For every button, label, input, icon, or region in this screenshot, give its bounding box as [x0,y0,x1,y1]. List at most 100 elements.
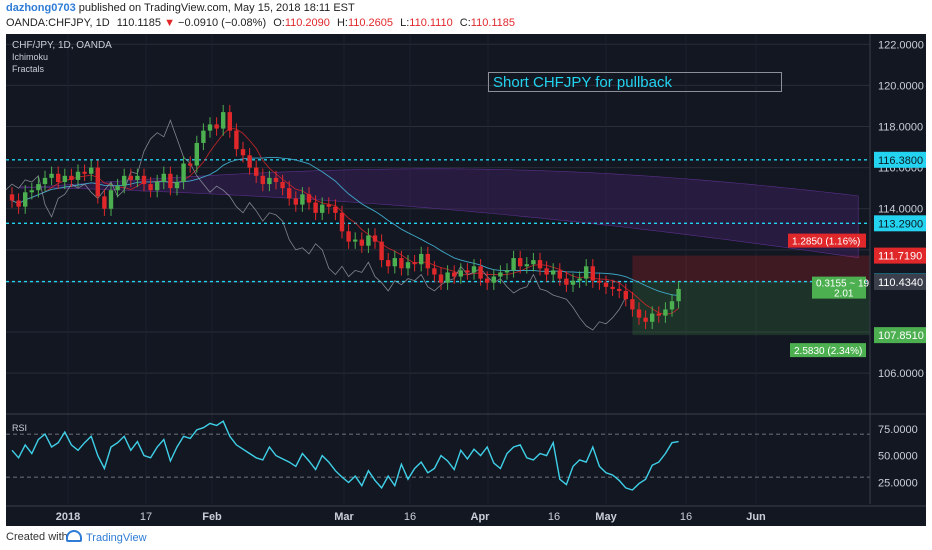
candle-body [577,278,582,281]
candle-body [306,194,312,203]
candle-body [518,258,523,267]
price-chart[interactable]: 75.0000 50.0000 25.0000 122.0000 120.0000 118… [6,34,926,526]
risk-label: 1.2850 (1.16%) [792,237,860,248]
candle-body [234,130,239,150]
rsi-pane [6,413,926,491]
price-tick-label: 120.0000 [878,80,924,92]
candle-body [135,175,140,180]
candle-body [320,204,325,213]
candle-body [62,175,67,182]
candle-body [108,190,114,209]
price-tick-label: 114.0000 [878,204,923,216]
candle-body [128,175,133,180]
candle-body [300,194,305,205]
ratio-label-a: 0.3155 ~ 19 [816,279,870,290]
badge-target: 107.8510 [878,330,924,342]
publication-line: dazhong0703 published on TradingView.com… [6,2,355,14]
symbol-line: OANDA:CHFJPY, 1D [6,17,110,29]
candle-body [656,313,661,316]
candle-body [419,253,424,265]
candle-body [432,268,437,275]
high-value: 110.2605 [347,17,394,29]
close-label: C: [459,17,471,29]
candle-body [630,299,635,310]
rsi-tick-label: 50.0000 [878,451,918,463]
candle-body [643,317,648,322]
candle-body [339,212,345,232]
reward-label-bg [790,343,866,358]
open-label: O: [273,17,285,29]
candle-body [465,270,470,273]
legend-ichimoku[interactable]: Ichimoku [12,52,48,62]
candle-body [597,280,602,283]
candle-body [201,130,206,143]
candle-body [663,309,668,316]
author-link[interactable]: dazhong0703 [6,2,76,14]
annotation-box[interactable]: Short CHFJPY for pullback [488,72,782,92]
time-tick-label: 17 [140,511,152,523]
chikou-line [6,119,627,331]
footer: Created with TradingView [0,526,932,550]
time-tick-label: 16 [404,511,416,523]
candle-body [260,175,265,185]
time-tick-label: Jun [746,511,766,523]
candle-body [458,270,463,277]
candle-body [168,173,173,189]
candle-body [537,260,543,269]
candle-body [287,188,292,199]
candle-body [623,290,628,300]
candle-body [293,198,298,205]
time-tick-label: 2018 [56,511,80,523]
tradingview-icon [66,530,82,542]
tenkan-line [11,127,679,316]
candle-body [366,235,371,246]
badge-stop: 111.7190 [878,251,922,263]
rsi-line [11,420,679,491]
price-change: −0.0910 (−0.08%) [178,17,267,29]
candle-body [141,175,147,185]
tradingview-brand: TradingView [86,532,147,544]
badge-stop-bg [874,247,926,264]
tradingview-logo[interactable]: TradingView [66,530,147,544]
candle-body [425,253,430,269]
time-tick-label: 16 [548,511,560,523]
candle-body [174,182,180,189]
candle-body [188,163,193,166]
candle-body [115,186,120,191]
candle-body [399,258,404,269]
horizontal-levels[interactable] [6,159,870,283]
candle-body [405,262,411,269]
candle-body [333,206,338,213]
legend-fractals[interactable]: Fractals [12,64,45,74]
price-tick-label: 106.0000 [878,368,924,380]
published-text: published on TradingView.com, May 15, 20… [78,2,355,14]
badge-current-bg [874,274,926,291]
candle-body [122,175,127,187]
candle-body [603,282,609,287]
time-tick-label: Feb [202,511,222,523]
chart-panel[interactable]: 75.0000 50.0000 25.0000 122.0000 120.0000 118… [6,34,926,526]
candle-body [69,175,74,180]
candle-body [676,288,681,302]
candle-body [669,301,675,310]
candle-body [511,258,516,271]
candle-body [161,173,166,182]
candle-body [9,194,15,201]
badge-target-bg [874,327,926,344]
candle-body [207,124,213,131]
legend-rsi[interactable]: RSI [12,423,27,433]
close-value: 110.1185 [470,17,516,29]
publication-header: dazhong0703 published on TradingView.com… [0,0,932,34]
time-axis: 2018 17 Feb Mar 16 Apr 16 May 16 Jun [6,505,926,523]
price-axis: 75.0000 50.0000 25.0000 122.0000 120.0000 118… [869,34,924,504]
candle-body [155,182,160,191]
candle-body [346,231,351,242]
candle-body [267,177,272,185]
badge-resistance-1-bg [874,151,926,168]
candle-body [42,177,48,185]
candle-body [56,173,61,182]
open-value: 110.2090 [284,17,330,29]
price-badges: 116.3800113.2900111.7190110.4540110.4340… [788,151,926,358]
candle-body [531,260,536,265]
candle-body [452,272,457,277]
